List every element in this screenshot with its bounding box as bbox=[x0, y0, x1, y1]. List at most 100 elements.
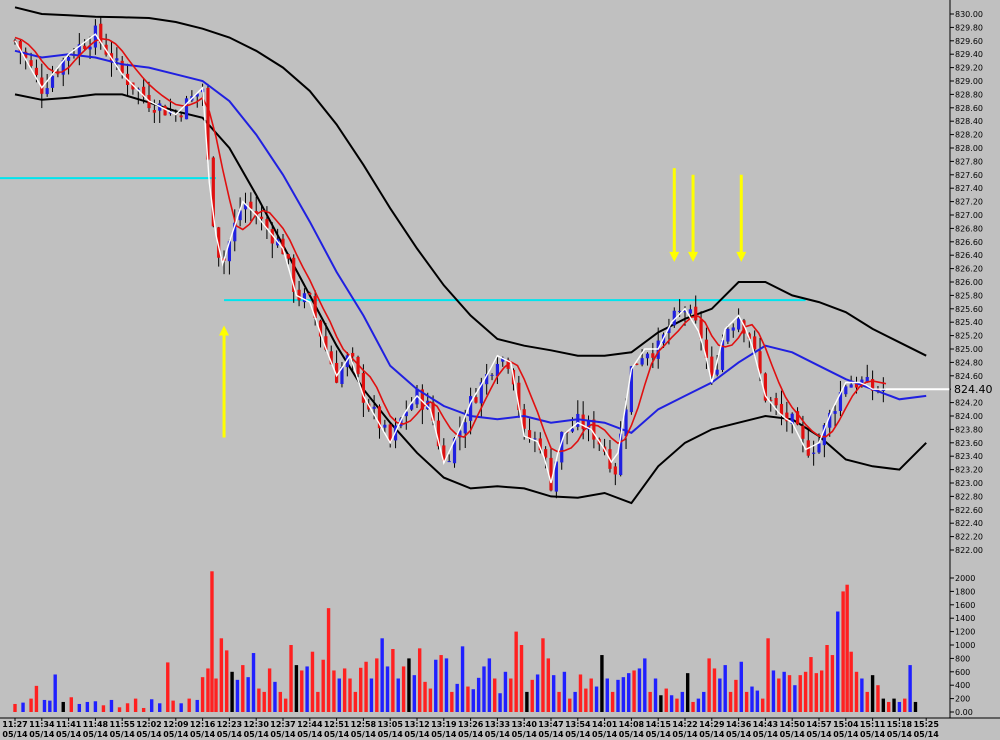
volume-bar bbox=[466, 686, 470, 712]
volume-bar bbox=[300, 670, 304, 712]
price-tick-label: 829.40 bbox=[955, 50, 983, 59]
volume-bar bbox=[133, 698, 138, 712]
candle-up bbox=[860, 379, 864, 386]
volume-bar bbox=[787, 675, 792, 712]
date-tick-label: 05/14 bbox=[297, 730, 323, 739]
candle-down bbox=[854, 382, 859, 388]
volume-bar bbox=[860, 678, 864, 712]
candle-up bbox=[533, 438, 537, 440]
date-tick-label: 05/14 bbox=[56, 730, 82, 739]
fast-ma-line bbox=[14, 36, 887, 453]
volume-bar bbox=[342, 668, 347, 712]
volume-bar bbox=[21, 702, 25, 712]
price-tick-label: 825.80 bbox=[955, 291, 983, 300]
candle-down bbox=[329, 351, 333, 365]
volume-bar bbox=[444, 658, 449, 712]
volume-bar bbox=[519, 645, 524, 712]
volume-bar bbox=[289, 645, 293, 712]
volume-bar bbox=[48, 700, 52, 712]
candle-up bbox=[50, 75, 55, 88]
volume-tick-label: 1600 bbox=[955, 601, 975, 610]
candle-up bbox=[586, 421, 591, 430]
slow-ma-line bbox=[14, 49, 927, 434]
price-tick-label: 823.00 bbox=[955, 479, 983, 488]
volume-bar bbox=[391, 649, 395, 712]
last-price-box bbox=[951, 382, 999, 396]
volume-bar bbox=[455, 683, 459, 712]
volume-bar bbox=[246, 677, 250, 712]
candle-up bbox=[479, 382, 483, 404]
volume-bar bbox=[739, 661, 743, 712]
candle-up bbox=[45, 88, 49, 95]
price-tick-label: 828.80 bbox=[955, 90, 983, 99]
candle-down bbox=[163, 105, 167, 116]
volume-bar bbox=[471, 689, 475, 712]
candle-down bbox=[549, 457, 553, 491]
volume-bar bbox=[503, 671, 508, 712]
price-tick-label: 823.80 bbox=[955, 425, 983, 434]
volume-bar bbox=[653, 678, 658, 712]
volume-tick-label: 1400 bbox=[955, 614, 975, 623]
time-tick-label: 13:26 bbox=[458, 720, 484, 729]
candle-down bbox=[763, 373, 767, 401]
volume-bar bbox=[761, 698, 765, 712]
candle-down bbox=[286, 254, 290, 259]
price-tick-label: 827.40 bbox=[955, 184, 983, 193]
candle-down bbox=[281, 238, 285, 255]
candle-up bbox=[345, 355, 349, 368]
volume-bar bbox=[166, 662, 170, 712]
time-tick-label: 15:04 bbox=[833, 720, 859, 729]
candle-down bbox=[324, 336, 328, 350]
candle-up bbox=[624, 409, 628, 437]
time-tick-label: 12:23 bbox=[217, 720, 242, 729]
date-tick-label: 05/14 bbox=[565, 730, 591, 739]
horizontal-levels bbox=[0, 177, 806, 302]
time-tick-label: 12:44 bbox=[297, 720, 323, 729]
date-tick-label: 05/14 bbox=[780, 730, 806, 739]
arrow-head bbox=[669, 251, 680, 262]
volume-bar bbox=[200, 677, 205, 712]
price-tick-label: 825.00 bbox=[955, 345, 983, 354]
time-tick-label: 11:34 bbox=[29, 720, 55, 729]
volume-bar bbox=[407, 658, 411, 712]
candle-up bbox=[340, 367, 344, 384]
candle-down bbox=[351, 352, 355, 357]
volume-bar bbox=[509, 678, 513, 712]
volume-bar bbox=[702, 691, 706, 712]
volume-bar bbox=[680, 691, 685, 712]
date-tick-label: 05/14 bbox=[29, 730, 55, 739]
candle-up bbox=[93, 25, 97, 48]
volume-bar bbox=[734, 679, 738, 712]
volume-bar bbox=[771, 670, 776, 712]
time-tick-label: 14:15 bbox=[645, 720, 671, 729]
volume-bar bbox=[809, 657, 813, 712]
volume-bar bbox=[610, 691, 615, 712]
candle-up bbox=[560, 431, 564, 463]
price-tick-label: 823.60 bbox=[955, 439, 983, 448]
volume-bar bbox=[546, 658, 551, 712]
candle-down bbox=[694, 306, 698, 321]
volume-bar bbox=[777, 678, 781, 712]
candle-up bbox=[77, 44, 81, 56]
time-tick-label: 13:05 bbox=[377, 720, 403, 729]
volume-bar bbox=[819, 670, 824, 712]
time-tick-label: 12:09 bbox=[163, 720, 189, 729]
candle-down bbox=[522, 409, 526, 429]
volume-bar bbox=[908, 665, 912, 712]
volume-bar bbox=[85, 701, 90, 712]
price-tick-label: 829.80 bbox=[955, 23, 983, 32]
volume-bar bbox=[283, 698, 288, 712]
volume-bar bbox=[493, 678, 497, 712]
volume-bar bbox=[600, 655, 604, 712]
candle-up bbox=[372, 406, 376, 409]
volume-bar bbox=[109, 699, 114, 712]
volume-bar bbox=[101, 705, 106, 712]
date-tick-label: 05/14 bbox=[458, 730, 484, 739]
candle-down bbox=[152, 109, 156, 113]
volume-tick-label: 0.00 bbox=[955, 708, 973, 717]
candle-up bbox=[410, 403, 414, 410]
time-tick-label: 15:11 bbox=[860, 720, 886, 729]
price-tick-label: 826.80 bbox=[955, 224, 983, 233]
candle-up bbox=[227, 241, 231, 262]
volume-tick-label: 200 bbox=[955, 695, 970, 704]
